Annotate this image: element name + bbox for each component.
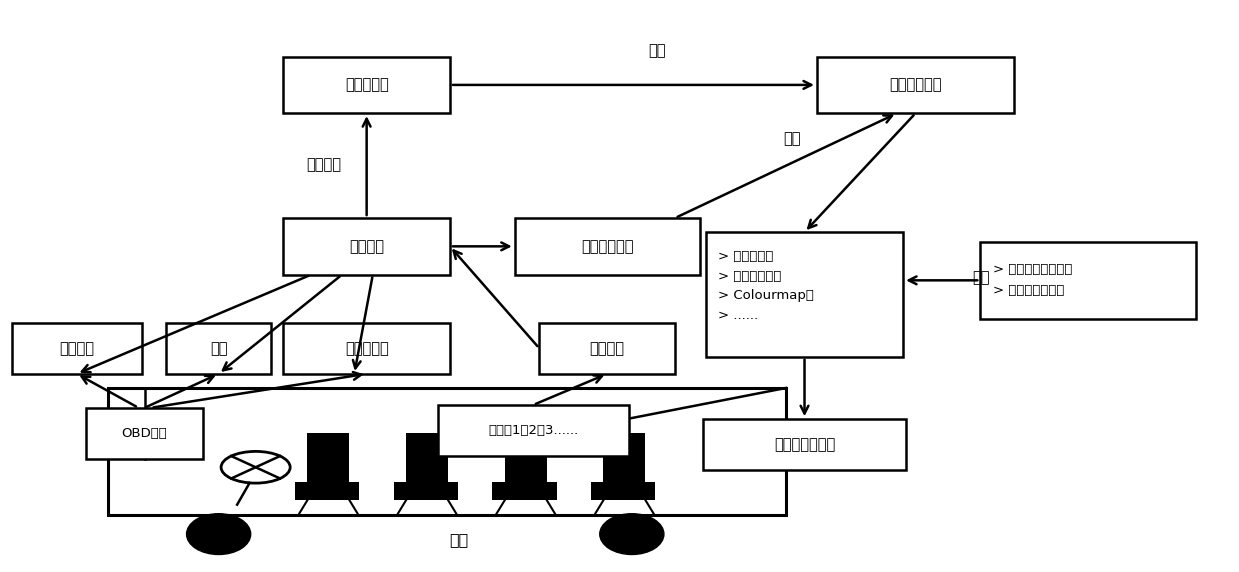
Bar [394,482,458,500]
Bar [437,405,628,456]
Text: 车速: 车速 [209,341,228,356]
Circle shape [221,451,290,483]
Text: 自动: 自动 [648,43,665,58]
Text: 对比: 对比 [973,270,990,285]
Bar [706,232,903,357]
Bar [514,218,700,275]
Text: > 总噪声曲线
> 阶次噪声曲线
> Colourmap图
> ......: > 总噪声曲线 > 阶次噪声曲线 > Colourmap图 > ...... [719,251,814,322]
Text: 汽车: 汽车 [450,533,468,547]
Bar [703,419,906,470]
Text: 麦克风1、2、3......: 麦克风1、2、3...... [488,424,579,437]
Bar [504,433,546,484]
Text: 无线网络: 无线网络 [306,157,341,172]
Bar [295,482,359,500]
Bar [980,242,1196,319]
Bar [406,433,449,484]
Bar [284,323,450,374]
Text: 云端服务器: 云端服务器 [344,77,389,93]
Bar [108,388,786,515]
Bar [284,57,450,113]
Bar [85,408,203,459]
Bar [817,57,1015,113]
Text: 检测与诊断结果: 检测与诊断结果 [774,437,835,452]
Bar [307,433,349,484]
Text: 发动机转速: 发动机转速 [344,341,389,356]
Bar [591,482,655,500]
Text: 本地存储介质: 本地存储介质 [581,239,633,254]
Text: 手动: 手动 [783,131,800,146]
Text: 车内噪声: 车内噪声 [590,341,624,356]
Text: 数据分析平台: 数据分析平台 [890,77,942,93]
Ellipse shape [187,514,250,554]
Ellipse shape [600,514,664,554]
Text: OBD接口: OBD接口 [121,427,167,440]
Bar [603,433,646,484]
Bar [284,218,450,275]
Bar [166,323,271,374]
Text: > 车内噪声标准结果
> 典型车辆故障库: > 车内噪声标准结果 > 典型车辆故障库 [992,263,1072,297]
Bar [12,323,141,374]
Bar [539,323,675,374]
Text: 控制系统: 控制系统 [349,239,384,254]
Text: 油门开度: 油门开度 [59,341,94,356]
Bar [492,482,556,500]
